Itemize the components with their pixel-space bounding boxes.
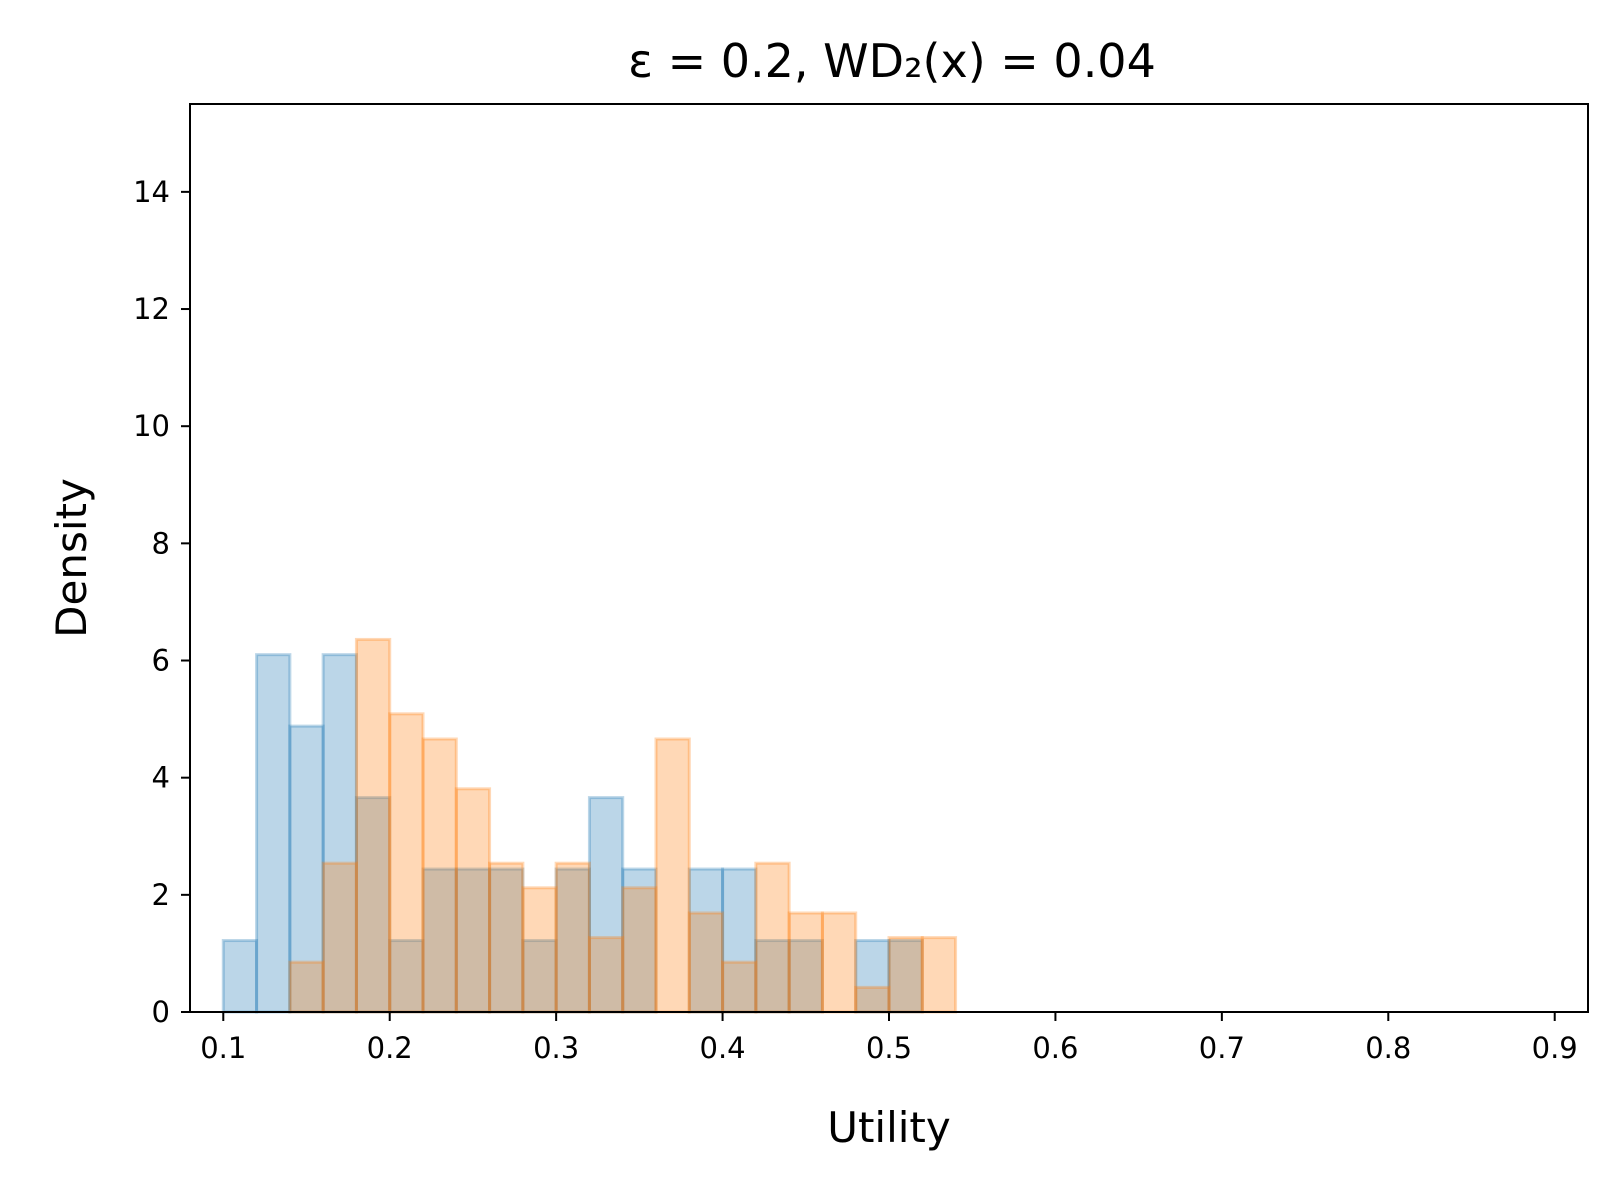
series-2-bar-1 <box>321 861 358 1014</box>
series-1-bar-5 <box>388 939 425 1014</box>
x-tick-label: 0.2 <box>367 1031 413 1065</box>
series-1-bar-19 <box>854 939 891 1014</box>
y-tick-label: 8 <box>152 526 170 560</box>
x-tick-label: 0.5 <box>866 1031 912 1065</box>
series-2-bar-9 <box>587 936 625 1014</box>
series-2-bar-8 <box>554 861 591 1014</box>
y-axis-label: Density <box>47 478 96 638</box>
series-1-bar-20 <box>887 939 924 1014</box>
y-tick-label: 4 <box>152 761 170 795</box>
x-tick-label: 0.6 <box>1032 1031 1078 1065</box>
y-tick-label: 10 <box>133 409 170 443</box>
series-1-bar-11 <box>587 796 625 1014</box>
y-tick-label: 2 <box>152 878 170 912</box>
bars-layer <box>221 637 958 1014</box>
y-tick-label: 0 <box>152 995 170 1029</box>
x-axis-label: Utility <box>827 1103 951 1152</box>
series-1-bar-1 <box>255 653 292 1014</box>
y-axis: 0 2 4 6 8 10 12 14 <box>133 175 190 1029</box>
y-tick-label: 14 <box>133 175 170 209</box>
chart-title: ε = 0.2, WD₂(x) = 0.04 <box>628 34 1156 88</box>
series-1-bar-9 <box>521 939 558 1014</box>
series-2-bar-3 <box>388 712 425 1014</box>
x-tick-label: 0.8 <box>1365 1031 1411 1065</box>
series-2-bar-13 <box>721 960 758 1014</box>
x-tick-label: 0.3 <box>533 1031 579 1065</box>
series-2-bar-4 <box>421 737 458 1014</box>
series-1-bar-0 <box>221 939 259 1014</box>
series-2-bar-17 <box>854 985 891 1014</box>
series-2-bar-18 <box>887 936 924 1014</box>
series-2-bar-16 <box>820 911 858 1014</box>
series-2-bar-10 <box>621 886 658 1014</box>
x-tick-label: 0.4 <box>700 1031 746 1065</box>
y-tick-label: 6 <box>152 644 170 678</box>
x-tick-label: 0.7 <box>1199 1031 1245 1065</box>
series-2-bar-19 <box>920 936 958 1014</box>
series-2-bar-2 <box>354 637 392 1014</box>
series-2-bar-14 <box>754 861 791 1014</box>
x-axis: 0.1 0.2 0.3 0.4 0.5 0.6 0.7 0.8 0.9 <box>200 1012 1578 1065</box>
series-2-bar-12 <box>687 911 725 1014</box>
series-2-bar-11 <box>654 737 691 1014</box>
series-2-bar-5 <box>454 787 492 1014</box>
series-1-bar-7 <box>454 867 492 1014</box>
series-2-bar-7 <box>521 886 558 1014</box>
x-tick-label: 0.9 <box>1532 1031 1578 1065</box>
y-tick-label: 12 <box>133 292 170 326</box>
series-2-bar-6 <box>488 861 525 1014</box>
series-2-bar-15 <box>787 911 824 1014</box>
series-2-bar-0 <box>288 960 325 1014</box>
x-tick-label: 0.1 <box>200 1031 246 1065</box>
